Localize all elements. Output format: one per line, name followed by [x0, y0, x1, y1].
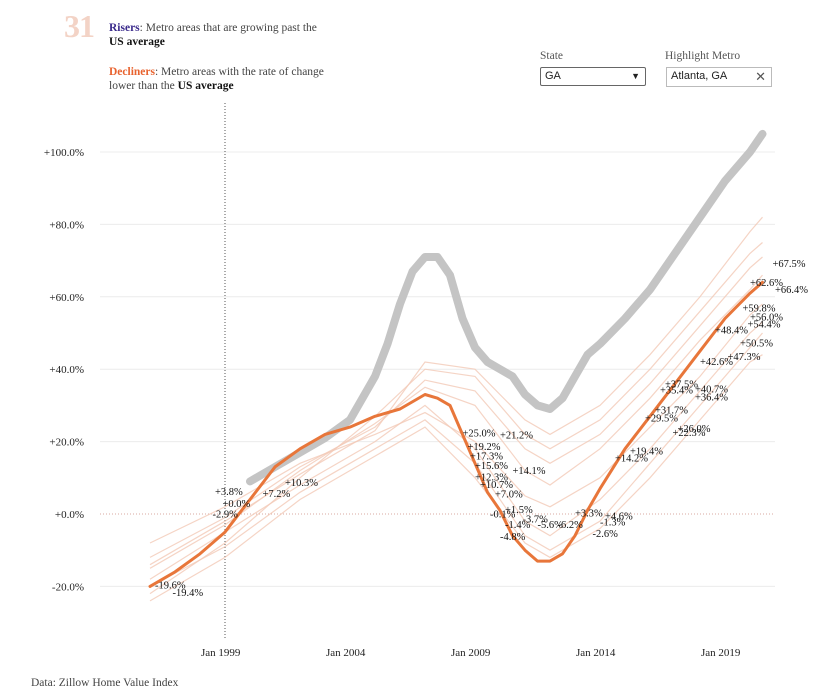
data-labels: -19.6%-19.4% +3.8%+0.0%-2.9% +7.2%+10.3% +2…: [155, 259, 808, 599]
data-label: +67.5%: [773, 259, 806, 270]
data-label: +29.5%: [645, 413, 678, 424]
y-tick-label: +40.0%: [49, 364, 84, 376]
data-label: +3.3%: [575, 509, 603, 520]
decliner-line: [149, 216, 763, 566]
y-tick-label: -20.0%: [52, 581, 84, 593]
data-label: +12.3%: [475, 472, 508, 483]
data-label: -2.9%: [213, 510, 239, 521]
x-tick-label: Jan 2019: [701, 647, 741, 659]
y-tick-label: +60.0%: [49, 292, 84, 304]
decliners-legend-key: Decliners: [109, 66, 155, 78]
data-label: +66.4%: [775, 285, 808, 296]
data-label: +21.2%: [500, 430, 533, 441]
y-tick-label: +0.0%: [55, 509, 84, 521]
data-label: +14.2%: [615, 454, 648, 465]
data-label: +48.4%: [715, 325, 748, 336]
data-label: -6.2%: [558, 520, 584, 531]
data-label: -1.4%: [505, 520, 531, 531]
us-average-line: [246, 129, 767, 486]
data-label: +15.6%: [475, 461, 508, 472]
data-label: -4.8%: [500, 532, 526, 543]
data-label: +56.0%: [750, 312, 783, 323]
data-label: +7.0%: [495, 489, 523, 500]
data-label: +40.7%: [695, 385, 728, 396]
data-source: Data: Zillow Home Value Index: [31, 677, 179, 689]
highlight-metro-label: Highlight Metro: [665, 50, 741, 62]
risers-legend-us-average: US average: [109, 36, 165, 48]
data-label: +19.2%: [468, 442, 501, 453]
data-label: +4.6%: [605, 511, 633, 522]
data-label: +7.2%: [263, 489, 291, 500]
risers-legend-key: Risers: [109, 22, 140, 34]
highlight-metro-line: [148, 280, 764, 588]
x-tick-label: Jan 2014: [576, 647, 616, 659]
data-label: -2.6%: [593, 529, 619, 540]
data-label: +36.4%: [695, 393, 728, 404]
story-number: 31: [64, 8, 95, 44]
data-label: -19.6%: [155, 581, 186, 592]
data-label: -1.3%: [600, 518, 626, 529]
data-label: +17.3%: [470, 451, 503, 462]
decliner-line: [149, 332, 763, 587]
decliners-legend: Decliners: Metro areas with the rate of …: [109, 65, 349, 93]
data-label: +26.0%: [678, 424, 711, 435]
data-label: +10.7%: [480, 480, 513, 491]
y-tick-label: +20.0%: [49, 437, 84, 449]
data-label: -3.7%: [523, 514, 549, 525]
x-tick-label: Jan 1999: [201, 647, 241, 659]
axis-labels: +100.0% +80.0% +60.0% +40.0% +20.0% +0.0% -20.…: [44, 147, 741, 659]
data-label: +42.6%: [700, 357, 733, 368]
data-label: +31.7%: [655, 405, 688, 416]
risers-legend: Risers: Metro areas that are growing pas…: [109, 21, 349, 49]
data-label: -5.6%: [538, 520, 564, 531]
data-label: +19.4%: [630, 447, 663, 458]
data-label: +10.3%: [285, 478, 318, 489]
y-tick-label: +80.0%: [49, 219, 84, 231]
data-label: +59.8%: [743, 303, 776, 314]
dropdown-arrow-icon: ▼: [631, 71, 640, 81]
decliner-line: [149, 256, 763, 558]
decliner-line: [149, 354, 763, 602]
clear-icon[interactable]: ✕: [755, 69, 766, 84]
data-label: -0.1%: [490, 510, 516, 521]
data-label: +35.4%: [660, 385, 693, 396]
data-label: +54.4%: [748, 320, 781, 331]
gridlines: [100, 103, 775, 638]
data-label: +22.3%: [673, 428, 706, 439]
data-label: +3.8%: [215, 487, 243, 498]
data-label: +47.3%: [728, 352, 761, 363]
data-label: +62.6%: [750, 278, 783, 289]
data-label: +37.5%: [665, 379, 698, 390]
highlight-metro-input[interactable]: Atlanta, GA ✕: [666, 67, 772, 87]
state-label: State: [540, 50, 563, 62]
state-select-value: GA: [545, 70, 561, 82]
data-label: +25.0%: [463, 429, 496, 440]
decliners-legend-us-average: US average: [177, 80, 234, 92]
x-tick-label: Jan 2004: [326, 647, 366, 659]
risers-legend-text: : Metro areas that are growing past the: [139, 22, 317, 34]
data-label: +0.0%: [223, 499, 251, 510]
decliner-lines: [149, 216, 763, 602]
decliner-line: [149, 274, 763, 569]
data-label: +14.1%: [513, 466, 546, 477]
state-select[interactable]: GA ▼: [540, 67, 646, 86]
highlight-metro-value: Atlanta, GA: [671, 70, 728, 82]
series-lines: [148, 129, 767, 588]
decliners-legend-text: : Metro areas with the rate of change lo…: [109, 66, 324, 92]
data-label: -19.4%: [173, 588, 204, 599]
decliner-line: [149, 303, 763, 544]
x-tick-label: Jan 2009: [451, 647, 491, 659]
decliner-line: [149, 242, 763, 595]
data-label: +50.5%: [740, 338, 773, 349]
data-label: +1.5%: [505, 505, 533, 516]
decliner-line: [149, 321, 763, 580]
y-tick-label: +100.0%: [44, 147, 84, 159]
